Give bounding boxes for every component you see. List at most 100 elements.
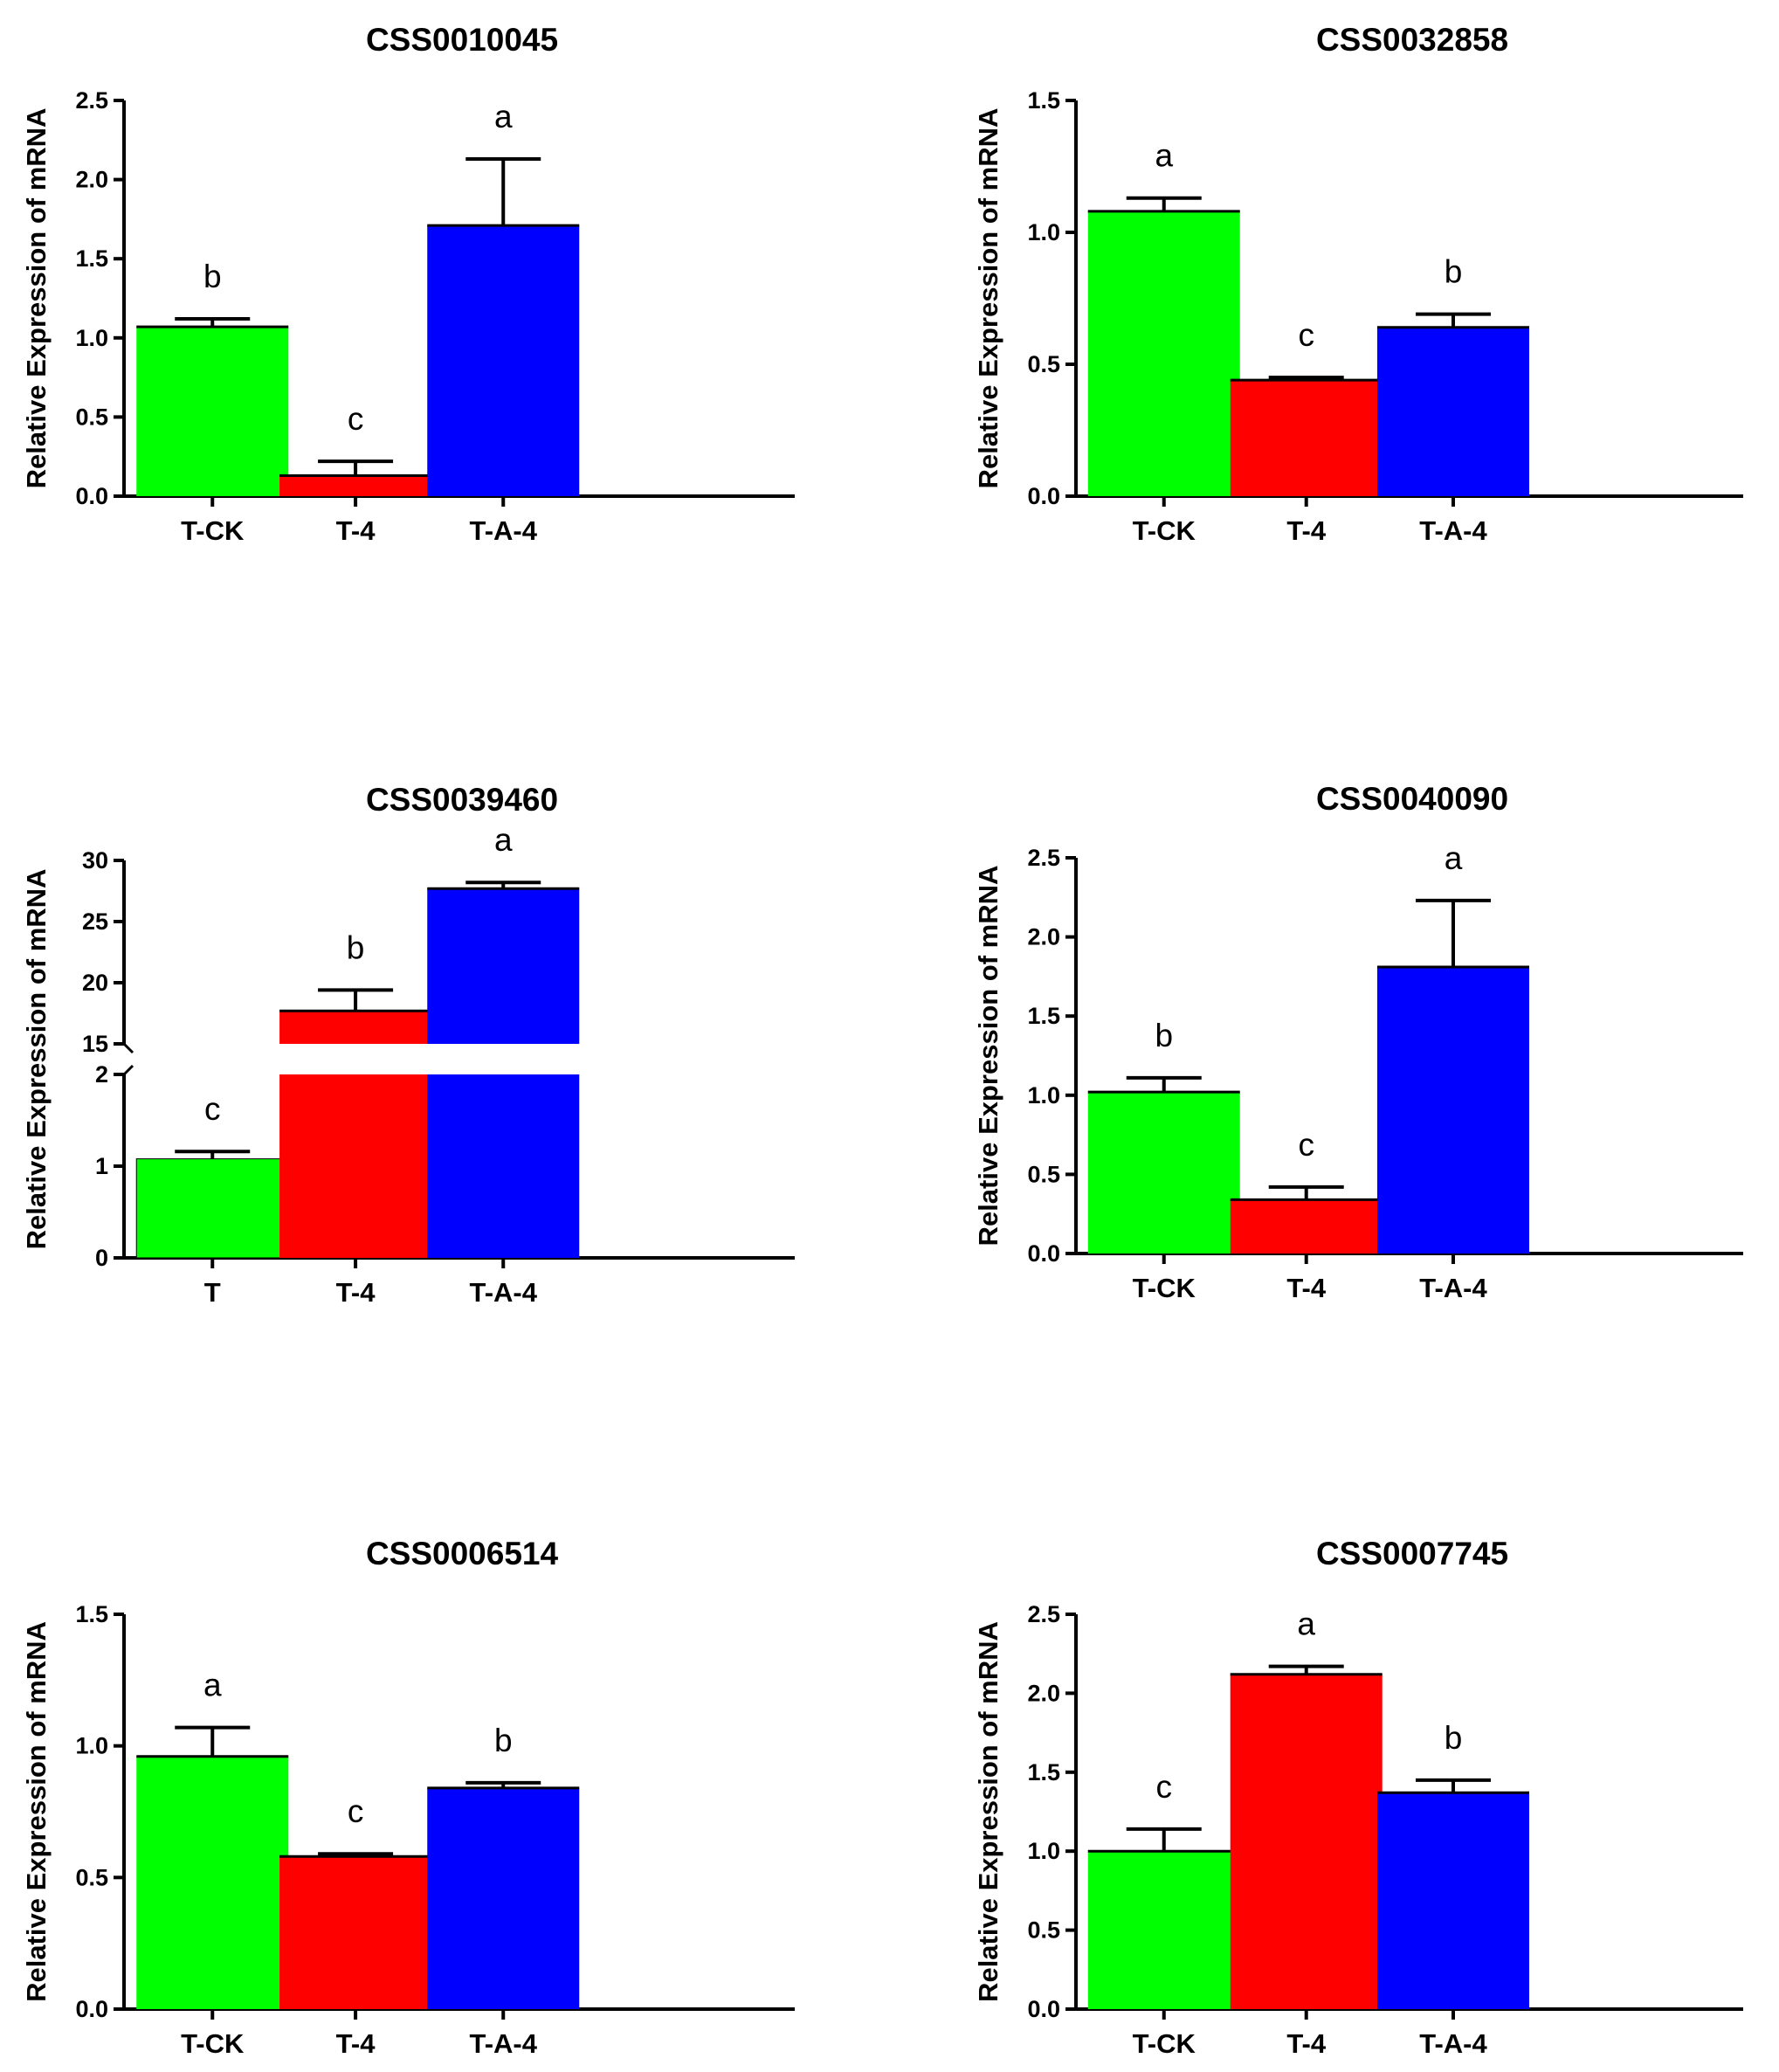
y-axis-label: Relative Expression of mRNA [973,866,1003,1247]
y-tick-label: 0.0 [1027,1240,1060,1267]
significance-letter: a [494,822,513,858]
y-tick-label: 0.0 [1027,1996,1060,2022]
bar [1376,1792,1529,2009]
y-tick-label: 1.5 [1027,1759,1060,1785]
y-tick-label: 0.0 [75,483,108,509]
chart-title: CSS0039460 [366,782,558,818]
bar [135,1158,289,1259]
category-label: T-CK [181,515,245,546]
chart-panel-3: CSS0039460 Relative Expression of mRNA 0 1 2… [21,782,795,1308]
bar [427,225,580,496]
bar [1230,1199,1383,1254]
chart-title: CSS0010045 [366,22,558,58]
bar [1087,211,1240,496]
category-label: T-4 [1286,2028,1327,2059]
y-tick-label: 1.5 [1027,1003,1060,1029]
category-label: T-A-4 [1419,1273,1487,1303]
y-tick-label: 2.0 [1027,1680,1060,1706]
y-axis-label: Relative Expression of mRNA [21,108,52,489]
chart-title: CSS0040090 [1316,781,1508,817]
y-tick-label: 1.0 [75,325,108,351]
bar [1376,967,1529,1254]
y-tick-label: 1.0 [1027,1838,1060,1864]
bar [136,1756,289,2009]
category-label: T-A-4 [469,1277,537,1308]
chart-panel-2: CSS0032858 Relative Expression of mRNA 0.0… [973,22,1743,546]
category-label: T-4 [336,2028,376,2059]
significance-letter: a [203,1668,222,1703]
y-tick-label: 2.0 [1027,924,1060,950]
y-tick-label: 1.0 [1027,219,1060,245]
y-axis-label: Relative Expression of mRNA [973,108,1003,489]
y-tick-label: 0.0 [1027,483,1060,509]
chart-panel-4: CSS0040090 Relative Expression of mRNA 0.0… [973,781,1743,1303]
y-axis-label: Relative Expression of mRNA [21,1621,52,2002]
chart-panel-1: CSS0010045 Relative Expression of mRNA 0.0… [21,22,795,546]
y-tick-label: 2.5 [75,87,108,114]
bar [279,1856,432,2009]
y-tick-label: 0.5 [75,1864,108,1890]
y-tick-label: 1.0 [1027,1082,1060,1109]
y-tick-label: 0.0 [75,1996,108,2022]
category-label: T-A-4 [1419,2028,1487,2059]
category-label: T-CK [1133,2028,1196,2059]
bar [136,327,289,496]
category-label: T-4 [1286,1273,1327,1303]
chart-title: CSS0007745 [1316,1536,1508,1571]
category-label: T [204,1277,221,1308]
y-tick-label: 0.5 [75,404,108,430]
y-tick-label: 20 [82,970,108,996]
bar-lower-segment [279,1074,432,1258]
significance-letter: a [1155,138,1173,174]
significance-letter: c [1156,1769,1173,1805]
y-tick-label: 1.5 [75,1601,108,1627]
category-label: T-CK [1133,1273,1196,1303]
chart-title: CSS0032858 [1316,22,1508,58]
y-tick-label: 2.0 [75,167,108,193]
bar-lower-segment [427,1074,580,1258]
bar [1087,1851,1240,2009]
category-label: T-CK [1133,515,1196,546]
y-tick-label: 30 [82,847,108,874]
category-label: T-4 [336,1277,376,1308]
bar-upper-segment [279,1011,432,1044]
bar [279,475,432,496]
y-tick-label: 25 [82,908,108,935]
y-tick-label: 2.5 [1027,1601,1060,1627]
bar [1376,327,1529,496]
y-tick-label: 1.0 [75,1733,108,1759]
significance-letter: b [1155,1018,1173,1053]
chart-panel-6: CSS0007745 Relative Expression of mRNA 0.0… [973,1536,1743,2059]
axis-break-mark-lower [122,1064,134,1076]
y-tick-label: 0.5 [1027,1917,1060,1944]
significance-letter: b [1445,254,1463,290]
y-tick-label: 1.5 [75,245,108,272]
y-axis-label: Relative Expression of mRNA [973,1621,1003,2002]
bar [1230,380,1383,496]
axis-break-mark-upper [122,1042,134,1054]
y-tick-label: 0.5 [1027,1161,1060,1187]
bar [1230,1674,1383,2009]
category-label: T-A-4 [1419,515,1487,546]
y-tick-label: 2.5 [1027,845,1060,871]
category-label: T-A-4 [469,515,537,546]
y-tick-label: 15 [82,1031,108,1057]
chart-panel-5: CSS0006514 Relative Expression of mRNA 0.0… [21,1536,795,2059]
significance-letter: b [494,1723,513,1758]
significance-letter: c [1298,1127,1314,1163]
significance-letter: b [347,929,365,965]
significance-letter: c [1298,317,1314,353]
y-tick-label: 2 [95,1061,108,1088]
category-label: T-4 [1286,515,1327,546]
y-axis-label: Relative Expression of mRNA [21,869,52,1250]
y-tick-label: 0.5 [1027,351,1060,377]
significance-letter: a [1445,840,1463,876]
category-label: T-A-4 [469,2028,537,2059]
significance-letter: c [348,1793,364,1829]
bar [1087,1092,1240,1254]
significance-letter: a [1297,1606,1315,1642]
category-label: T-CK [181,2028,245,2059]
significance-letter: b [203,259,222,294]
y-tick-label: 0 [95,1245,108,1271]
